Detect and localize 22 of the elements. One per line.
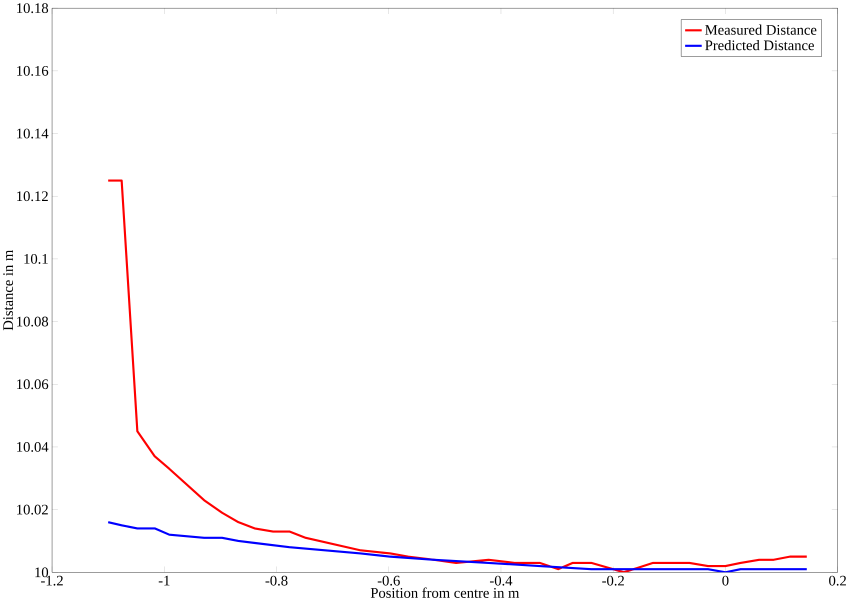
x-tick-label: -0.6 (378, 576, 400, 586)
y-tick-label: 10.18 (17, 3, 48, 14)
y-tick-label: 10.1 (24, 254, 48, 264)
x-tick-label: -0.8 (266, 576, 288, 586)
y-tick-label: 10.08 (17, 316, 48, 326)
y-tick-label: 10.12 (17, 191, 48, 202)
x-axis-title: Position from centre in m (370, 587, 520, 598)
x-tick-label: -1 (158, 576, 170, 586)
y-tick-label: 10 (35, 567, 48, 578)
x-tick-label: -0.2 (602, 576, 624, 586)
x-tick-label: 0 (722, 576, 729, 586)
legend-label: Predicted Distance (705, 40, 814, 50)
x-tick-label: -1.2 (41, 576, 63, 586)
y-tick-label: 10.14 (17, 128, 48, 138)
x-tick-label: -0.4 (490, 576, 512, 586)
legend-label: Measured Distance (705, 24, 816, 35)
y-tick-label: 10.04 (17, 442, 48, 452)
x-tick-label: 0.2 (829, 576, 846, 586)
y-axis-title: Distance in m (3, 250, 14, 330)
y-tick-label: 10.06 (17, 379, 48, 390)
y-tick-label: 10.16 (17, 66, 48, 76)
y-tick-label: 10.02 (17, 504, 48, 515)
